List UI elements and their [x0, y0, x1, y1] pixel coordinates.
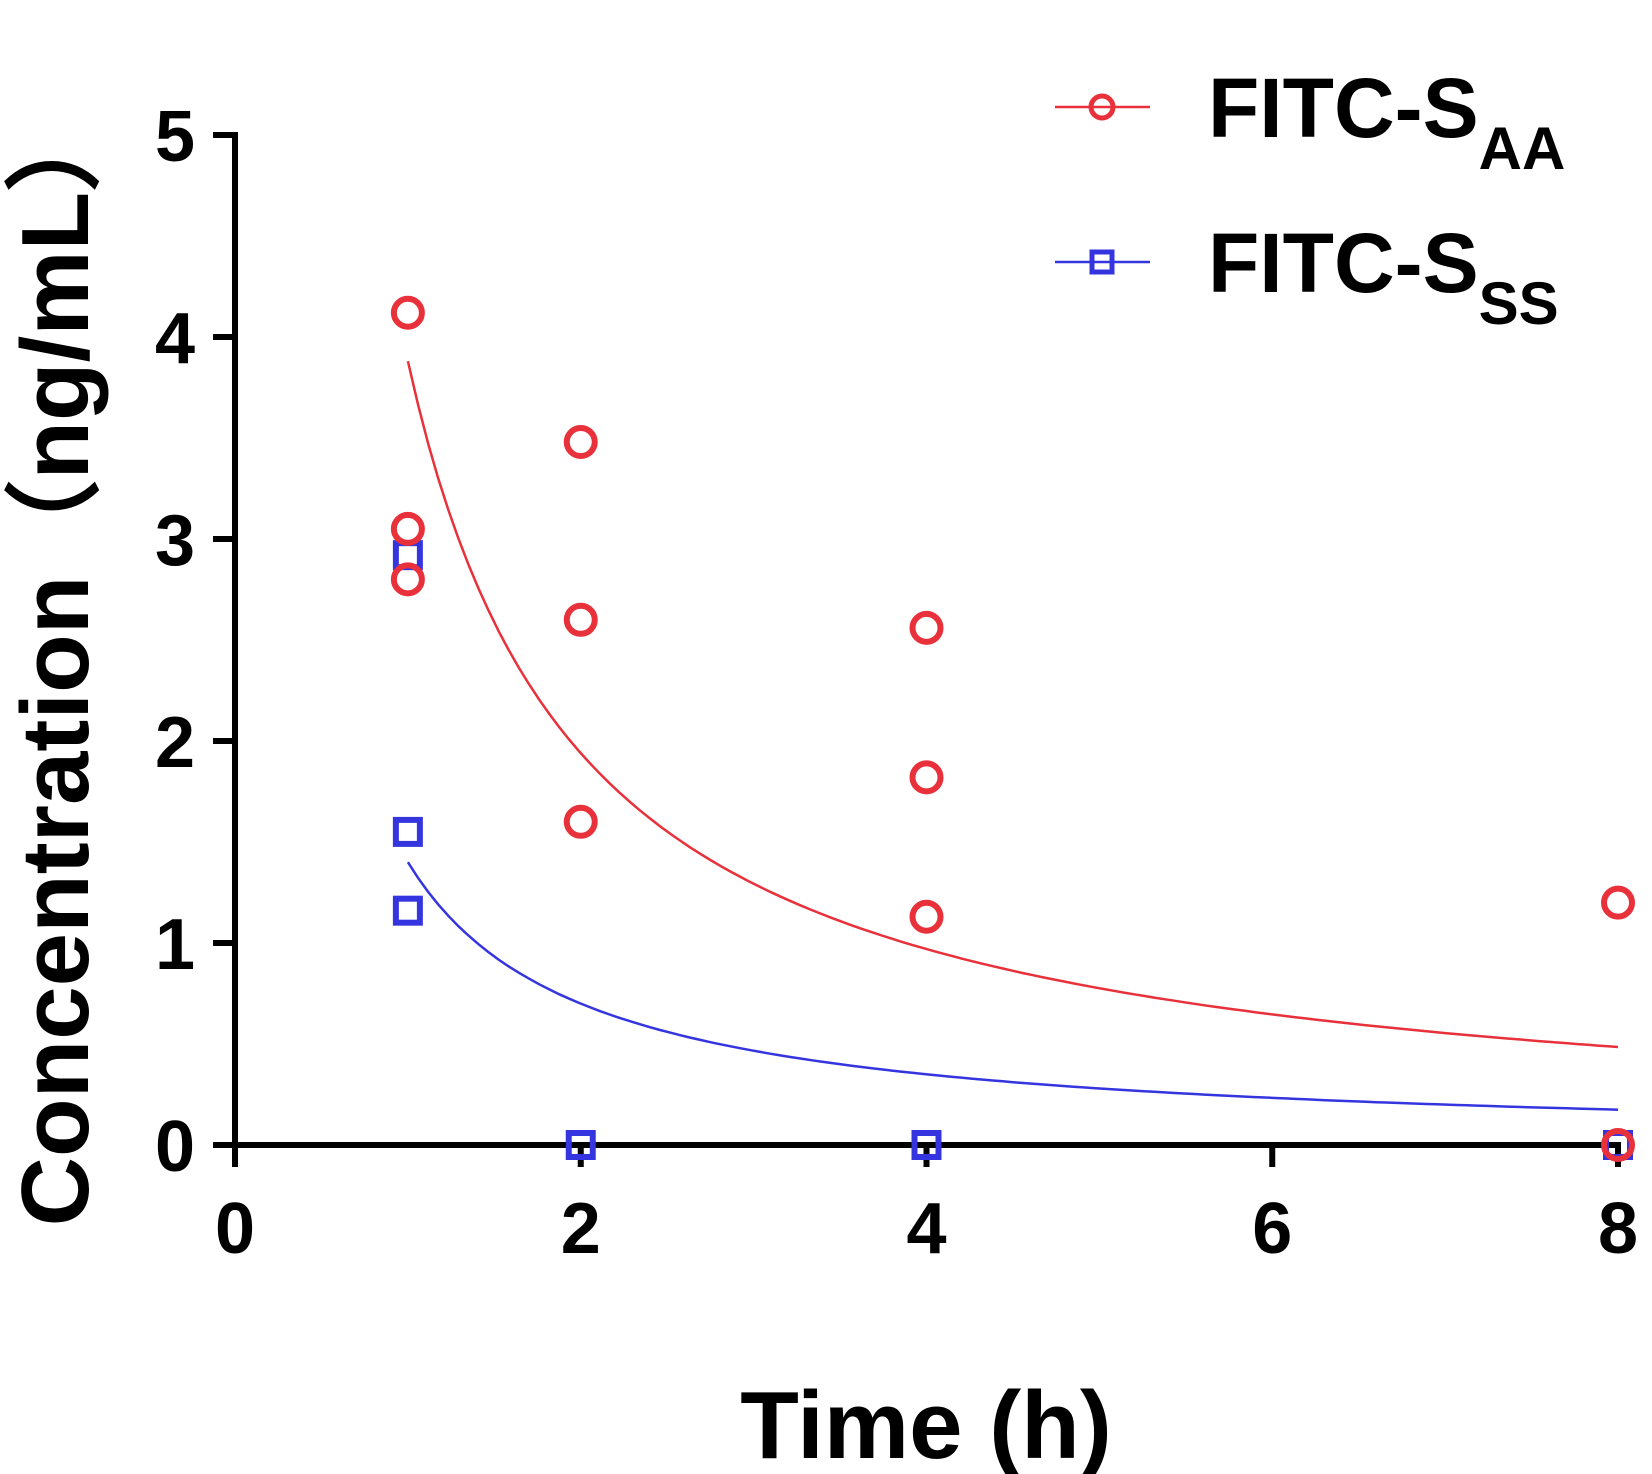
fit-curve-aa — [406, 360, 1619, 1049]
legend-square-icon — [1089, 249, 1115, 275]
data-point-circle — [909, 760, 944, 795]
data-point-circle — [563, 425, 598, 460]
y-tick-label: 4 — [155, 299, 195, 379]
legend-label-main: FITC-S — [1208, 61, 1479, 155]
data-point-circle — [909, 610, 944, 645]
legend-label: FITC-SSS — [1208, 216, 1559, 337]
data-point-square — [911, 1130, 942, 1160]
x-tick-label: 2 — [561, 1189, 601, 1269]
legend-label-subscript: AA — [1479, 115, 1566, 182]
data-point-square — [392, 895, 423, 926]
x-tick-label: 0 — [215, 1189, 255, 1269]
y-tick-label: 1 — [155, 905, 195, 985]
data-point-circle — [390, 295, 425, 330]
y-tick-label: 5 — [155, 97, 195, 177]
x-tick-label: 4 — [906, 1189, 946, 1269]
y-tick-label: 0 — [155, 1107, 195, 1187]
data-point-circle — [1601, 885, 1635, 920]
fit-curves — [406, 360, 1619, 1111]
data-points — [390, 295, 1635, 1162]
data-point-circle — [1601, 1128, 1635, 1162]
fit-curve-ss — [406, 861, 1619, 1111]
x-axis-title: Time (h) — [740, 1372, 1112, 1474]
legend-circle-icon — [1088, 93, 1116, 121]
y-axis-title: Concentration（ng/mL） — [2, 96, 109, 1227]
ticks: 0 1 2 3 4 5 0 2 4 6 8 — [155, 97, 1638, 1269]
data-point-circle — [390, 562, 425, 597]
data-point-circle — [563, 804, 598, 839]
legend-label-main: FITC-S — [1208, 216, 1479, 310]
data-point-circle — [563, 602, 598, 637]
legend-label-subscript: SS — [1479, 270, 1559, 337]
legend-label: FITC-SAA — [1208, 61, 1565, 182]
data-point-circle — [909, 899, 944, 934]
y-tick-label: 3 — [155, 501, 195, 581]
data-point-circle — [390, 511, 425, 546]
data-point-square — [392, 816, 423, 847]
data-point-square — [565, 1130, 596, 1160]
x-tick-label: 6 — [1252, 1189, 1292, 1269]
x-tick-label: 8 — [1598, 1189, 1638, 1269]
y-tick-label: 2 — [155, 703, 195, 783]
